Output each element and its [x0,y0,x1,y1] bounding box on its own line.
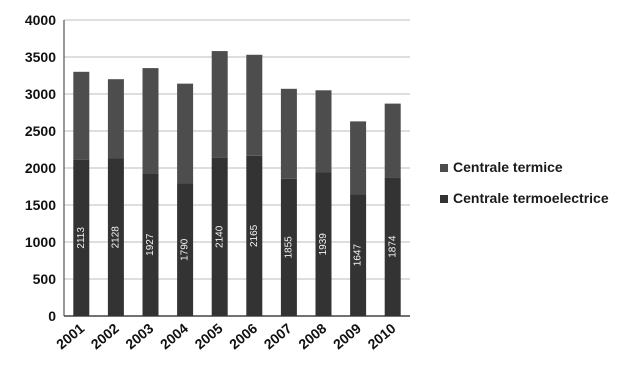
x-tick-label: 2006 [226,320,260,352]
y-tick-label: 500 [33,271,57,287]
bar-centrale-termoelectrice [280,178,297,316]
legend-label: Centrale termoelectrice [453,190,609,206]
bar-centrale-termice [177,83,194,184]
y-tick-label: 2500 [25,123,56,139]
bar-centrale-termoelectrice [315,172,332,316]
y-tick-label: 1000 [25,234,56,250]
data-label: 1647 [353,244,364,267]
y-tick-label: 3500 [25,49,56,65]
data-label: 2128 [111,226,122,249]
bar-centrale-termoelectrice [246,155,263,316]
data-labels: 2113 2128 1927 1790 2140 2165 1855 1939 1647 1874 [76,224,398,266]
bars [73,51,401,316]
bar-centrale-termice [280,88,297,179]
data-label: 2113 [76,227,87,249]
data-label: 2140 [214,225,225,248]
x-tick-label: 2007 [261,320,295,352]
y-tick-label: 3000 [25,86,56,102]
bar-centrale-termice [246,54,263,156]
legend: Centrale termice Centrale termoelectrice [440,159,609,206]
x-tick-label: 2001 [53,320,87,352]
legend-swatch [440,195,448,203]
legend-label: Centrale termice [453,159,563,175]
data-label: 1939 [318,233,329,256]
y-tick-label: 0 [48,308,56,324]
bar-centrale-termice [350,121,367,195]
bar-centrale-termoelectrice [350,194,367,316]
data-label: 2165 [249,224,260,247]
x-tick-label: 2003 [122,320,156,352]
data-label: 1790 [180,238,191,261]
bar-centrale-termoelectrice [211,157,228,316]
bar-centrale-termice [142,68,159,174]
bar-centrale-termoelectrice [384,177,401,316]
bar-centrale-termice [107,79,124,159]
bar-centrale-termoelectrice [107,158,124,316]
x-tick-label: 2010 [364,320,398,352]
bar-centrale-termoelectrice [142,173,159,316]
y-tick-label: 1500 [25,197,56,213]
x-tick-label: 2005 [191,320,225,352]
bar-centrale-termice [211,51,228,158]
y-axis: 0 500 1000 1500 2000 2500 3000 3500 4000 [25,12,65,324]
y-tick-label: 4000 [25,12,56,28]
x-tick-label: 2008 [295,320,329,352]
legend-swatch [440,164,448,172]
bar-centrale-termice [315,90,332,173]
bar-centrale-termoelectrice [73,159,90,316]
bar-centrale-termoelectrice [177,183,194,316]
x-axis: 2001 2002 2003 2004 2005 2006 2007 2008 2009 2010 [53,320,399,352]
x-tick-label: 2009 [330,320,364,352]
x-tick-label: 2004 [157,320,191,352]
x-tick-label: 2002 [88,320,122,352]
bar-centrale-termice [384,103,401,178]
y-tick-label: 2000 [25,160,56,176]
data-label: 1855 [284,236,295,259]
data-label: 1927 [145,233,156,256]
bar-centrale-termice [73,71,90,160]
data-label: 1874 [387,235,398,258]
